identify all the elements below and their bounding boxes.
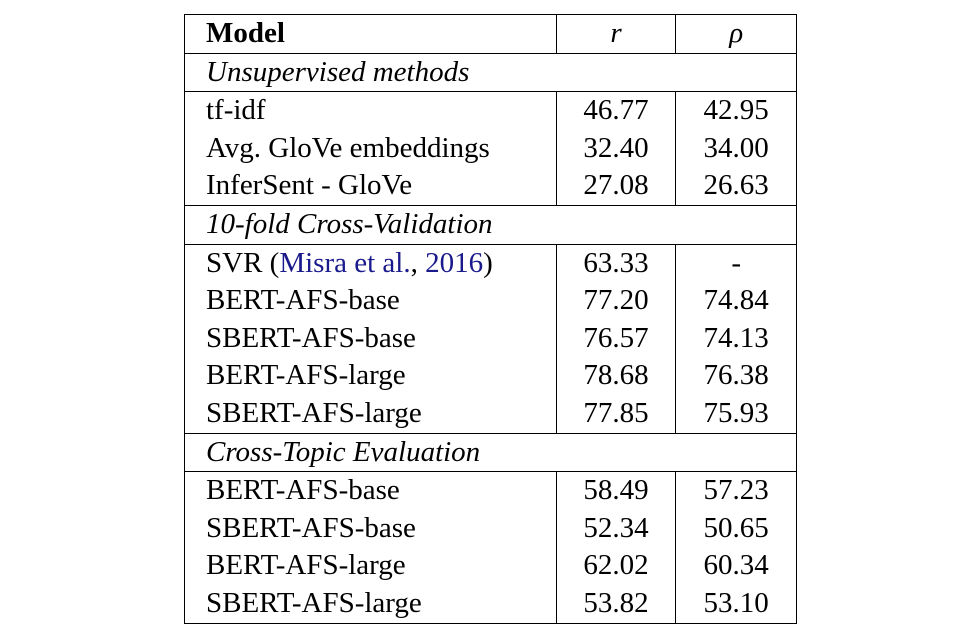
- section-title: Cross-Topic Evaluation: [184, 432, 797, 473]
- section-unsupervised: Unsupervised methods: [184, 52, 797, 93]
- citation-separator: ,: [410, 246, 426, 279]
- r-value: 77.85: [555, 394, 677, 434]
- rho-value: 75.93: [675, 394, 797, 434]
- rho-value: 34.00: [675, 129, 797, 168]
- header-model: Model: [184, 14, 557, 54]
- rho-value: 76.38: [675, 357, 797, 395]
- svr-suffix: ): [483, 246, 493, 279]
- section-cross-topic: Cross-Topic Evaluation: [184, 432, 797, 473]
- r-value: 78.68: [555, 357, 677, 395]
- model-name: Avg. GloVe embeddings: [184, 129, 557, 168]
- r-value: 77.20: [555, 282, 677, 320]
- r-value: 32.40: [555, 129, 677, 168]
- model-name: SVR (Misra et al., 2016): [184, 244, 557, 283]
- model-name: BERT-AFS-base: [184, 282, 557, 320]
- table-row: BERT-AFS-large 62.02 60.34: [184, 547, 797, 585]
- svr-prefix: SVR (: [206, 246, 280, 279]
- table-row: SBERT-AFS-large 53.82 53.10: [184, 584, 797, 624]
- r-value: 53.82: [555, 584, 677, 624]
- header-pearson-r: r: [555, 14, 677, 54]
- rho-value: 26.63: [675, 167, 797, 206]
- model-name: BERT-AFS-base: [184, 471, 557, 510]
- rho-value: 50.65: [675, 509, 797, 548]
- model-name: SBERT-AFS-base: [184, 319, 557, 358]
- table-row: InferSent - GloVe 27.08 26.63: [184, 167, 797, 206]
- table-row: BERT-AFS-base 58.49 57.23: [184, 471, 797, 510]
- model-name: SBERT-AFS-large: [184, 394, 557, 434]
- table-row: SVR (Misra et al., 2016) 63.33 -: [184, 244, 797, 283]
- rho-value: 74.84: [675, 282, 797, 320]
- r-value: 52.34: [555, 509, 677, 548]
- rho-value: -: [675, 244, 797, 283]
- header-row: Model r ρ: [184, 14, 797, 54]
- rho-value: 42.95: [675, 91, 797, 130]
- section-title: 10-fold Cross-Validation: [184, 204, 797, 245]
- header-spearman-rho: ρ: [675, 14, 797, 54]
- model-name: SBERT-AFS-large: [184, 584, 557, 624]
- r-value: 27.08: [555, 167, 677, 206]
- table-row: tf-idf 46.77 42.95: [184, 91, 797, 130]
- model-name: SBERT-AFS-base: [184, 509, 557, 548]
- model-name: InferSent - GloVe: [184, 167, 557, 206]
- model-name: BERT-AFS-large: [184, 357, 557, 395]
- table-row: SBERT-AFS-large 77.85 75.93: [184, 394, 797, 434]
- r-value: 58.49: [555, 471, 677, 510]
- rho-value: 74.13: [675, 319, 797, 358]
- table-row: SBERT-AFS-base 76.57 74.13: [184, 319, 797, 358]
- rho-value: 53.10: [675, 584, 797, 624]
- table-row: Avg. GloVe embeddings 32.40 34.00: [184, 129, 797, 168]
- r-value: 76.57: [555, 319, 677, 358]
- r-value: 46.77: [555, 91, 677, 130]
- rho-value: 57.23: [675, 471, 797, 510]
- model-name: BERT-AFS-large: [184, 547, 557, 585]
- section-title: Unsupervised methods: [184, 52, 797, 93]
- table-row: BERT-AFS-large 78.68 76.38: [184, 357, 797, 395]
- r-value: 63.33: [555, 244, 677, 283]
- table-row: SBERT-AFS-base 52.34 50.65: [184, 509, 797, 548]
- table-row: BERT-AFS-base 77.20 74.84: [184, 282, 797, 320]
- results-table: Model r ρ Unsupervised methods tf-idf 46…: [184, 14, 797, 624]
- r-value: 62.02: [555, 547, 677, 585]
- citation-author-link[interactable]: Misra et al.: [279, 246, 411, 279]
- section-cross-validation: 10-fold Cross-Validation: [184, 204, 797, 245]
- citation-year-link[interactable]: 2016: [425, 246, 484, 279]
- model-name: tf-idf: [184, 91, 557, 130]
- rho-value: 60.34: [675, 547, 797, 585]
